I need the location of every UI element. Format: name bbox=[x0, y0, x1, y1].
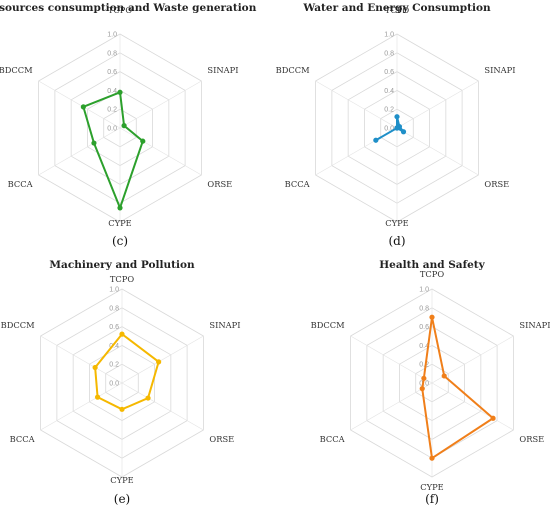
axis-label: CYPE bbox=[420, 482, 443, 492]
axis-label: BCCA bbox=[10, 434, 36, 444]
axis-label: BCCA bbox=[285, 179, 311, 189]
data-point bbox=[92, 364, 98, 371]
panel-title: Water and Energy Consumption bbox=[302, 2, 491, 14]
tick-label: 0.8 bbox=[107, 50, 117, 57]
tick-label: 0.8 bbox=[419, 305, 429, 312]
axis-label: BCCA bbox=[320, 434, 346, 444]
grid-spoke bbox=[38, 127, 121, 176]
axis-label: BDCCM bbox=[1, 320, 35, 330]
axis-label: CYPE bbox=[385, 218, 408, 228]
tick-label: 0.4 bbox=[107, 88, 117, 95]
grid-spoke bbox=[396, 80, 479, 129]
panel-title: Machinery and Pollution bbox=[49, 259, 195, 271]
axis-label: TCPO bbox=[385, 5, 409, 15]
data-point bbox=[429, 455, 435, 461]
grid-spoke bbox=[40, 382, 123, 431]
panel-title: Health and Safety bbox=[379, 259, 485, 271]
tick-label: 0.8 bbox=[384, 50, 394, 57]
tick-label: 0.6 bbox=[384, 69, 394, 76]
radar-panel: 0.0 0.2 0.4 0.6 0.8 1.0 TCPO SINAPI ORSE CYPE BCCA… bbox=[276, 2, 516, 248]
grid-spoke bbox=[431, 382, 514, 431]
axis-label: TCPO bbox=[110, 274, 134, 284]
axis-label: TCPO bbox=[420, 269, 444, 279]
axis-label: ORSE bbox=[209, 434, 234, 444]
axis-label: BDCCM bbox=[311, 320, 345, 330]
data-point bbox=[145, 395, 151, 401]
grid-spoke bbox=[119, 80, 202, 129]
axis-label: SINAPI bbox=[519, 320, 550, 330]
axis-label: CYPE bbox=[110, 475, 133, 485]
data-point bbox=[140, 138, 146, 144]
data-point bbox=[394, 114, 400, 120]
tick-label: 0.2 bbox=[384, 107, 394, 114]
panel-caption: (d) bbox=[388, 234, 405, 248]
grid-spoke bbox=[315, 80, 398, 129]
panel-caption: (c) bbox=[112, 234, 128, 248]
data-point bbox=[119, 406, 125, 412]
axis-label: SINAPI bbox=[207, 65, 238, 75]
data-point bbox=[419, 386, 425, 392]
axis-label: SINAPI bbox=[209, 320, 240, 330]
radar-panel: 0.0 0.2 0.4 0.6 0.8 1.0 TCPO SINAPI ORSE CYPE BCCA… bbox=[1, 259, 241, 506]
tick-label: 0.2 bbox=[107, 107, 117, 114]
axis-label: ORSE bbox=[519, 434, 544, 444]
data-point bbox=[156, 359, 162, 365]
tick-label: 0.0 bbox=[419, 381, 429, 388]
data-point bbox=[80, 104, 86, 110]
axis-label: BCCA bbox=[8, 179, 34, 189]
grid-spoke bbox=[119, 127, 202, 176]
data-point bbox=[119, 331, 125, 337]
tick-label: 0.0 bbox=[384, 126, 394, 133]
panel-caption: (f) bbox=[425, 492, 439, 506]
tick-label: 0.2 bbox=[419, 362, 429, 369]
tick-label: 1.0 bbox=[419, 287, 429, 294]
grid-spoke bbox=[40, 335, 123, 384]
axis-label: ORSE bbox=[207, 179, 232, 189]
grid-spoke bbox=[121, 382, 204, 431]
data-point bbox=[490, 415, 496, 421]
axis-label: BDCCM bbox=[0, 65, 33, 75]
data-point bbox=[117, 205, 123, 211]
axis-label: SINAPI bbox=[484, 65, 515, 75]
panel-caption: (e) bbox=[114, 492, 130, 506]
data-point bbox=[421, 375, 427, 381]
tick-label: 0.2 bbox=[109, 362, 119, 369]
grid-spoke bbox=[350, 335, 433, 384]
grid-spoke bbox=[350, 382, 433, 431]
tick-label: 1.0 bbox=[109, 287, 119, 294]
axis-label: ORSE bbox=[484, 179, 509, 189]
tick-label: 0.4 bbox=[384, 88, 394, 95]
grid-spoke bbox=[121, 335, 204, 384]
axis-label: BDCCM bbox=[276, 65, 310, 75]
grid-spoke bbox=[396, 127, 479, 176]
tick-label: 1.0 bbox=[384, 32, 394, 39]
series-line bbox=[421, 316, 495, 460]
data-point bbox=[94, 394, 101, 400]
data-point bbox=[121, 123, 127, 129]
tick-label: 0.8 bbox=[109, 305, 119, 312]
tick-label: 0.0 bbox=[109, 381, 119, 388]
data-point bbox=[441, 373, 447, 379]
tick-label: 1.0 bbox=[107, 32, 117, 39]
data-point bbox=[429, 314, 435, 320]
tick-label: 0.4 bbox=[419, 343, 429, 350]
tick-label: 0.6 bbox=[107, 69, 117, 76]
tick-label: 0.4 bbox=[109, 343, 119, 350]
panel-title: Resources consumption and Waste generati… bbox=[0, 2, 257, 14]
grid-spoke bbox=[38, 80, 121, 129]
tick-label: 0.6 bbox=[109, 324, 119, 331]
data-point bbox=[373, 137, 379, 143]
data-point bbox=[117, 89, 123, 95]
radar-panel: 0.0 0.2 0.4 0.6 0.8 1.0 TCPO SINAPI ORSE CYPE BCCA… bbox=[311, 259, 550, 506]
radar-panel: 0.0 0.2 0.4 0.6 0.8 1.0 TCPO SINAPI ORSE CYPE BCCA… bbox=[0, 2, 257, 248]
axis-label: TCPO bbox=[108, 5, 132, 15]
data-point bbox=[400, 129, 407, 135]
data-point bbox=[91, 140, 97, 146]
data-point bbox=[394, 125, 400, 131]
axis-label: CYPE bbox=[108, 218, 131, 228]
tick-label: 0.6 bbox=[419, 324, 429, 331]
tick-label: 0.0 bbox=[107, 126, 117, 133]
